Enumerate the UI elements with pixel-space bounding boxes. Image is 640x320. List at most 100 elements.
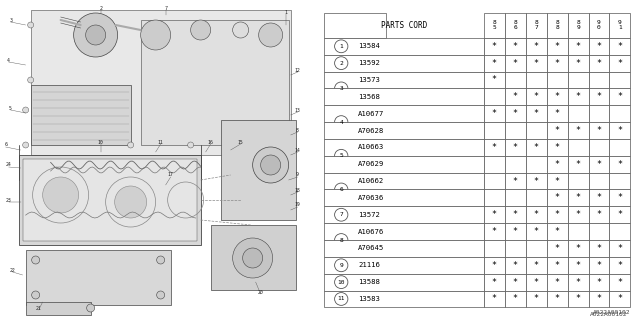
Circle shape xyxy=(28,77,34,83)
Bar xyxy=(504,189,525,206)
Text: A70645: A70645 xyxy=(358,245,385,252)
Text: 13588: 13588 xyxy=(358,279,380,285)
Bar xyxy=(547,291,568,308)
Text: *: * xyxy=(575,160,580,169)
Circle shape xyxy=(86,25,106,45)
Bar xyxy=(324,88,484,105)
Text: *: * xyxy=(513,92,518,101)
Text: A022A00102: A022A00102 xyxy=(593,310,630,316)
Bar xyxy=(589,274,609,291)
Bar xyxy=(547,55,568,72)
Bar xyxy=(568,274,589,291)
Bar xyxy=(504,139,525,156)
Bar xyxy=(484,156,504,172)
Bar xyxy=(568,206,589,223)
Bar xyxy=(609,139,630,156)
Text: 6: 6 xyxy=(339,187,343,192)
Text: *: * xyxy=(575,193,580,203)
Text: 2: 2 xyxy=(339,61,343,66)
Text: 7: 7 xyxy=(164,5,167,11)
Text: *: * xyxy=(618,160,623,169)
Bar xyxy=(324,12,386,38)
Text: 18: 18 xyxy=(295,188,301,193)
Circle shape xyxy=(22,107,29,113)
Text: 1: 1 xyxy=(339,44,343,49)
Text: *: * xyxy=(534,59,538,68)
Bar xyxy=(525,240,547,257)
Bar xyxy=(609,206,630,223)
Bar xyxy=(568,156,589,172)
Polygon shape xyxy=(31,10,291,155)
Circle shape xyxy=(233,238,273,278)
Text: 8
7: 8 7 xyxy=(534,20,538,30)
Text: *: * xyxy=(554,92,559,101)
Text: 17: 17 xyxy=(168,172,173,178)
Bar xyxy=(589,88,609,105)
Text: *: * xyxy=(492,42,497,51)
Bar xyxy=(504,105,525,122)
Bar xyxy=(525,38,547,55)
Bar xyxy=(324,156,484,172)
Text: *: * xyxy=(554,227,559,236)
Bar xyxy=(609,38,630,55)
Text: *: * xyxy=(596,126,602,135)
Polygon shape xyxy=(26,302,91,315)
Circle shape xyxy=(188,142,194,148)
Bar xyxy=(609,274,630,291)
Text: A70628: A70628 xyxy=(358,128,385,133)
Text: *: * xyxy=(513,294,518,303)
Bar xyxy=(525,206,547,223)
Text: *: * xyxy=(492,294,497,303)
Text: *: * xyxy=(596,210,602,219)
Text: *: * xyxy=(575,278,580,287)
Text: 5: 5 xyxy=(339,153,343,158)
Text: 2: 2 xyxy=(99,5,102,11)
Text: *: * xyxy=(596,92,602,101)
Bar xyxy=(589,122,609,139)
Bar xyxy=(609,88,630,105)
Text: *: * xyxy=(618,126,623,135)
Text: *: * xyxy=(554,160,559,169)
Bar xyxy=(504,122,525,139)
Text: 13572: 13572 xyxy=(358,212,380,218)
Bar xyxy=(568,291,589,308)
Text: *: * xyxy=(575,294,580,303)
Text: 3: 3 xyxy=(339,86,343,91)
Text: 13: 13 xyxy=(295,108,301,113)
Text: 6: 6 xyxy=(4,142,7,148)
Bar xyxy=(589,240,609,257)
Circle shape xyxy=(233,22,248,38)
Bar xyxy=(484,139,504,156)
Polygon shape xyxy=(221,120,296,220)
Text: 16: 16 xyxy=(208,140,214,145)
Bar xyxy=(484,122,504,139)
Bar xyxy=(568,88,589,105)
Bar xyxy=(525,156,547,172)
Bar xyxy=(525,139,547,156)
Bar xyxy=(484,88,504,105)
Text: *: * xyxy=(534,294,538,303)
Bar xyxy=(324,55,484,72)
Bar xyxy=(547,72,568,88)
Bar xyxy=(484,223,504,240)
Bar xyxy=(525,72,547,88)
Bar xyxy=(547,257,568,274)
Text: 8
8: 8 8 xyxy=(555,20,559,30)
Text: *: * xyxy=(534,92,538,101)
Polygon shape xyxy=(26,250,171,305)
Text: A70629: A70629 xyxy=(358,161,385,167)
Bar xyxy=(568,139,589,156)
Text: 8
5: 8 5 xyxy=(492,20,496,30)
Bar xyxy=(504,291,525,308)
Text: *: * xyxy=(513,109,518,118)
Circle shape xyxy=(115,186,147,218)
Circle shape xyxy=(157,291,164,299)
Text: 23: 23 xyxy=(6,197,12,203)
Circle shape xyxy=(260,155,280,175)
Bar xyxy=(609,122,630,139)
Circle shape xyxy=(259,23,283,47)
Text: 11: 11 xyxy=(337,296,345,301)
Text: *: * xyxy=(513,210,518,219)
Bar xyxy=(324,105,484,122)
Polygon shape xyxy=(31,85,131,145)
